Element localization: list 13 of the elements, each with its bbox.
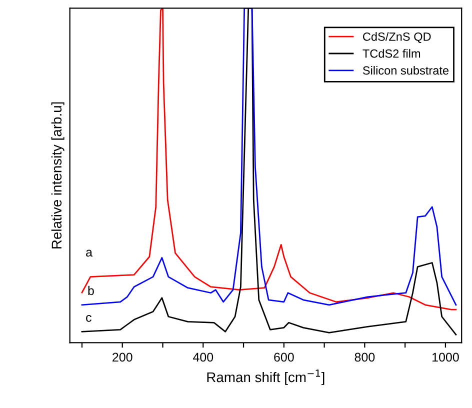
- x-axis-title: Raman shift [cm$^{−1}$]: [207, 370, 324, 385]
- legend-label: TCdS2 film: [362, 49, 420, 58]
- x-tick-label: 800: [354, 352, 375, 362]
- legend-label: Silicon substrate: [362, 66, 449, 75]
- x-tick-label: 200: [112, 352, 132, 362]
- y-axis-title: Relative intensity [arb.u]: [51, 102, 64, 248]
- x-tick-label: 1000: [432, 352, 459, 362]
- x-tick-label: 600: [274, 352, 294, 362]
- x-tick-label: 400: [192, 352, 214, 362]
- annotation: c: [86, 315, 92, 322]
- legend-label: CdS/ZnS QD: [363, 32, 431, 43]
- annotation: a: [86, 250, 92, 257]
- annotation: b: [88, 286, 94, 296]
